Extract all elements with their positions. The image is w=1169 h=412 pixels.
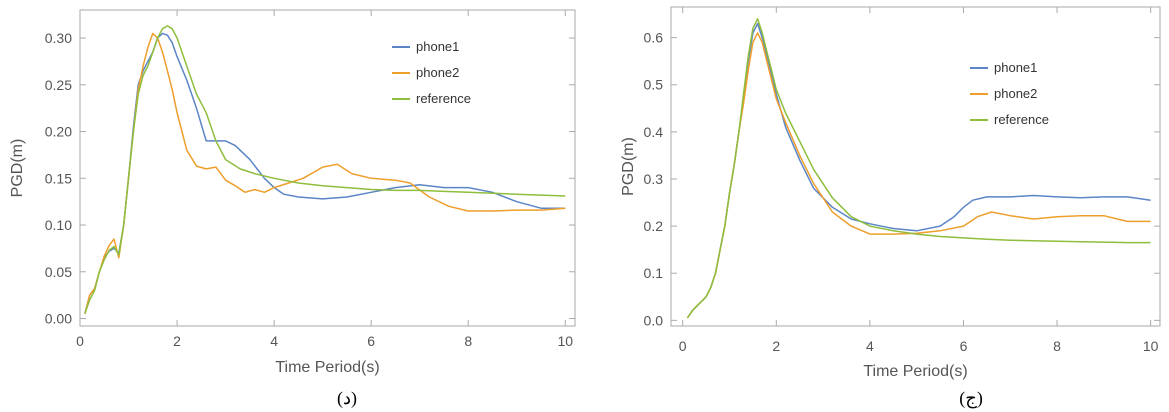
series-line-phone2 — [84, 32, 566, 314]
legend-label-phone1: phone1 — [994, 60, 1037, 75]
x-tick-label: 6 — [960, 338, 968, 354]
chart-panel-left: 0 2 4 6 8 10 0.00 0.05 0.10 0.15 0.20 0.25 0.30 Time … — [9, 9, 576, 408]
y-tick-label: 0.5 — [644, 77, 664, 93]
x-axis-title: Time Period(s) — [275, 359, 379, 376]
legend-label-phone2: phone2 — [416, 65, 459, 80]
y-tick-label: 0.1 — [644, 265, 664, 281]
y-axis-title: PGD(m) — [620, 137, 637, 196]
y-axis-title: PGD(m) — [9, 139, 26, 198]
y-tick-label: 0.4 — [644, 124, 664, 140]
y-tick-label: 0.25 — [45, 77, 72, 93]
y-tick-label: 0.30 — [45, 30, 72, 46]
plot-frame — [670, 6, 1161, 327]
series-line-phone2 — [686, 32, 1151, 319]
chart-caption-left: (د) — [336, 388, 357, 408]
x-tick-label: 8 — [464, 333, 472, 349]
x-tick-label: 0 — [76, 333, 84, 349]
pgd-chart-right: 0 2 4 6 8 10 0.0 0.1 0.2 0.3 0.4 0.5 0.6 Time Period(… — [620, 6, 1161, 380]
x-tick-label: 4 — [866, 338, 874, 354]
legend-label-reference: reference — [416, 91, 471, 106]
x-tick-label: 2 — [772, 338, 780, 354]
x-tick-label: 10 — [558, 333, 574, 349]
y-tick-label: 0.20 — [45, 124, 72, 140]
series-line-reference — [686, 18, 1151, 319]
chart-caption-right: (ج) — [959, 388, 983, 408]
series-line-phone1 — [84, 32, 566, 314]
legend-label-phone2: phone2 — [994, 86, 1037, 101]
legend-label-phone1: phone1 — [416, 39, 459, 54]
y-tick-label: 0.15 — [45, 170, 72, 186]
chart-panel-right: 0 2 4 6 8 10 0.0 0.1 0.2 0.3 0.4 0.5 0.6 Time Period(… — [585, 0, 1169, 412]
y-tick-label: 0.10 — [45, 217, 72, 233]
x-tick-label: 6 — [367, 333, 375, 349]
x-tick-label: 2 — [173, 333, 181, 349]
y-tick-label: 0.05 — [45, 264, 72, 280]
x-tick-label: 4 — [270, 333, 278, 349]
y-tick-label: 0.2 — [644, 218, 664, 234]
x-tick-label: 8 — [1053, 338, 1061, 354]
y-tick-label: 0.3 — [644, 171, 664, 187]
series-line-reference — [84, 25, 566, 315]
series-line-phone1 — [686, 22, 1151, 319]
pgd-chart-left: 0 2 4 6 8 10 0.00 0.05 0.10 0.15 0.20 0.25 0.30 Time … — [9, 9, 576, 376]
y-tick-label: 0.0 — [644, 312, 664, 328]
x-tick-label: 10 — [1143, 338, 1159, 354]
x-tick-label: 0 — [679, 338, 687, 354]
legend-label-reference: reference — [994, 112, 1049, 127]
x-axis-title: Time Period(s) — [863, 363, 967, 380]
y-tick-label: 0.00 — [45, 311, 72, 327]
plot-frame — [79, 9, 576, 327]
y-tick-label: 0.6 — [644, 30, 664, 46]
